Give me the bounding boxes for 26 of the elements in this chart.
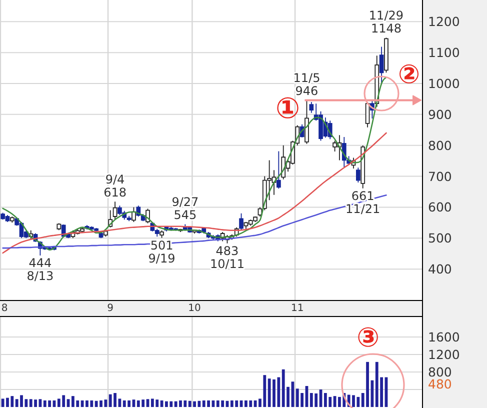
- x-tick-label: 8: [1, 303, 8, 314]
- annotation: 483 10/11: [210, 244, 245, 271]
- y-tick-label: 600: [428, 200, 452, 215]
- y-tick-label: 700: [428, 168, 452, 184]
- y-tick-label: 500: [428, 230, 452, 246]
- y-tick-label: 400: [428, 262, 452, 277]
- x-tick-label: 11: [291, 303, 304, 314]
- annotation: 444 8/13: [26, 256, 54, 283]
- y-tick-label: 900: [428, 106, 452, 122]
- annotation: 11/29 1148: [368, 8, 404, 36]
- annotation: 661 11/21: [346, 188, 380, 216]
- y-tick-label: 1100: [428, 45, 460, 60]
- x-tick-label: 9: [107, 303, 114, 314]
- text: ②: [398, 60, 420, 90]
- text: 480: [428, 376, 452, 392]
- annotation: ③: [356, 322, 380, 354]
- y-tick-label: 800: [428, 364, 452, 380]
- annotation: 11/5 946: [293, 71, 320, 98]
- y-tick-label: 1200: [428, 347, 460, 362]
- y-tick-label: 1000: [428, 76, 460, 92]
- y-tick-label: 800: [428, 138, 452, 153]
- x-tick-label: 10: [188, 303, 201, 314]
- y-tick-label: 1200: [428, 14, 460, 30]
- annotation: 9/27 545: [172, 195, 199, 222]
- y-tick-label: 1600: [428, 330, 460, 344]
- annotation: 9/4 618: [104, 172, 126, 200]
